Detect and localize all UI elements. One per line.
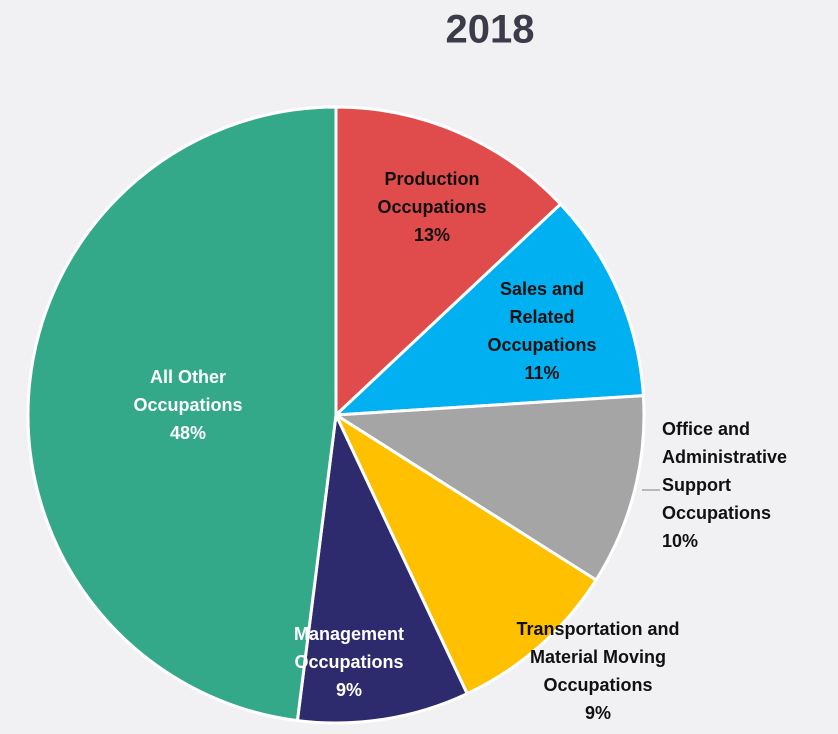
slice-label: All Other Occupations bbox=[133, 367, 242, 415]
pie-slice bbox=[26, 105, 338, 723]
slice-label: Sales and Related Occupations bbox=[487, 279, 596, 355]
pie-slice bbox=[332, 410, 599, 696]
chart-title: 2018 bbox=[446, 8, 535, 52]
pie-slice bbox=[295, 409, 470, 725]
value-label: 9% bbox=[585, 703, 611, 723]
slice-label: Office and Administrative Support Occupatio… bbox=[662, 419, 787, 523]
pie-slice bbox=[334, 105, 563, 419]
slice-label: Management Occupations bbox=[294, 624, 404, 672]
value-label: 10% bbox=[662, 531, 698, 551]
value-label: 13% bbox=[414, 225, 450, 245]
pie-slice bbox=[331, 202, 645, 417]
slices bbox=[26, 105, 646, 725]
slice-label: Transportation and Material Moving Occupat… bbox=[516, 619, 679, 695]
slice-label: Production Occupations bbox=[377, 169, 486, 217]
value-label: 9% bbox=[336, 680, 362, 700]
value-label: 11% bbox=[524, 363, 559, 383]
pie-slice bbox=[331, 394, 646, 583]
value-label: 48% bbox=[170, 423, 206, 443]
